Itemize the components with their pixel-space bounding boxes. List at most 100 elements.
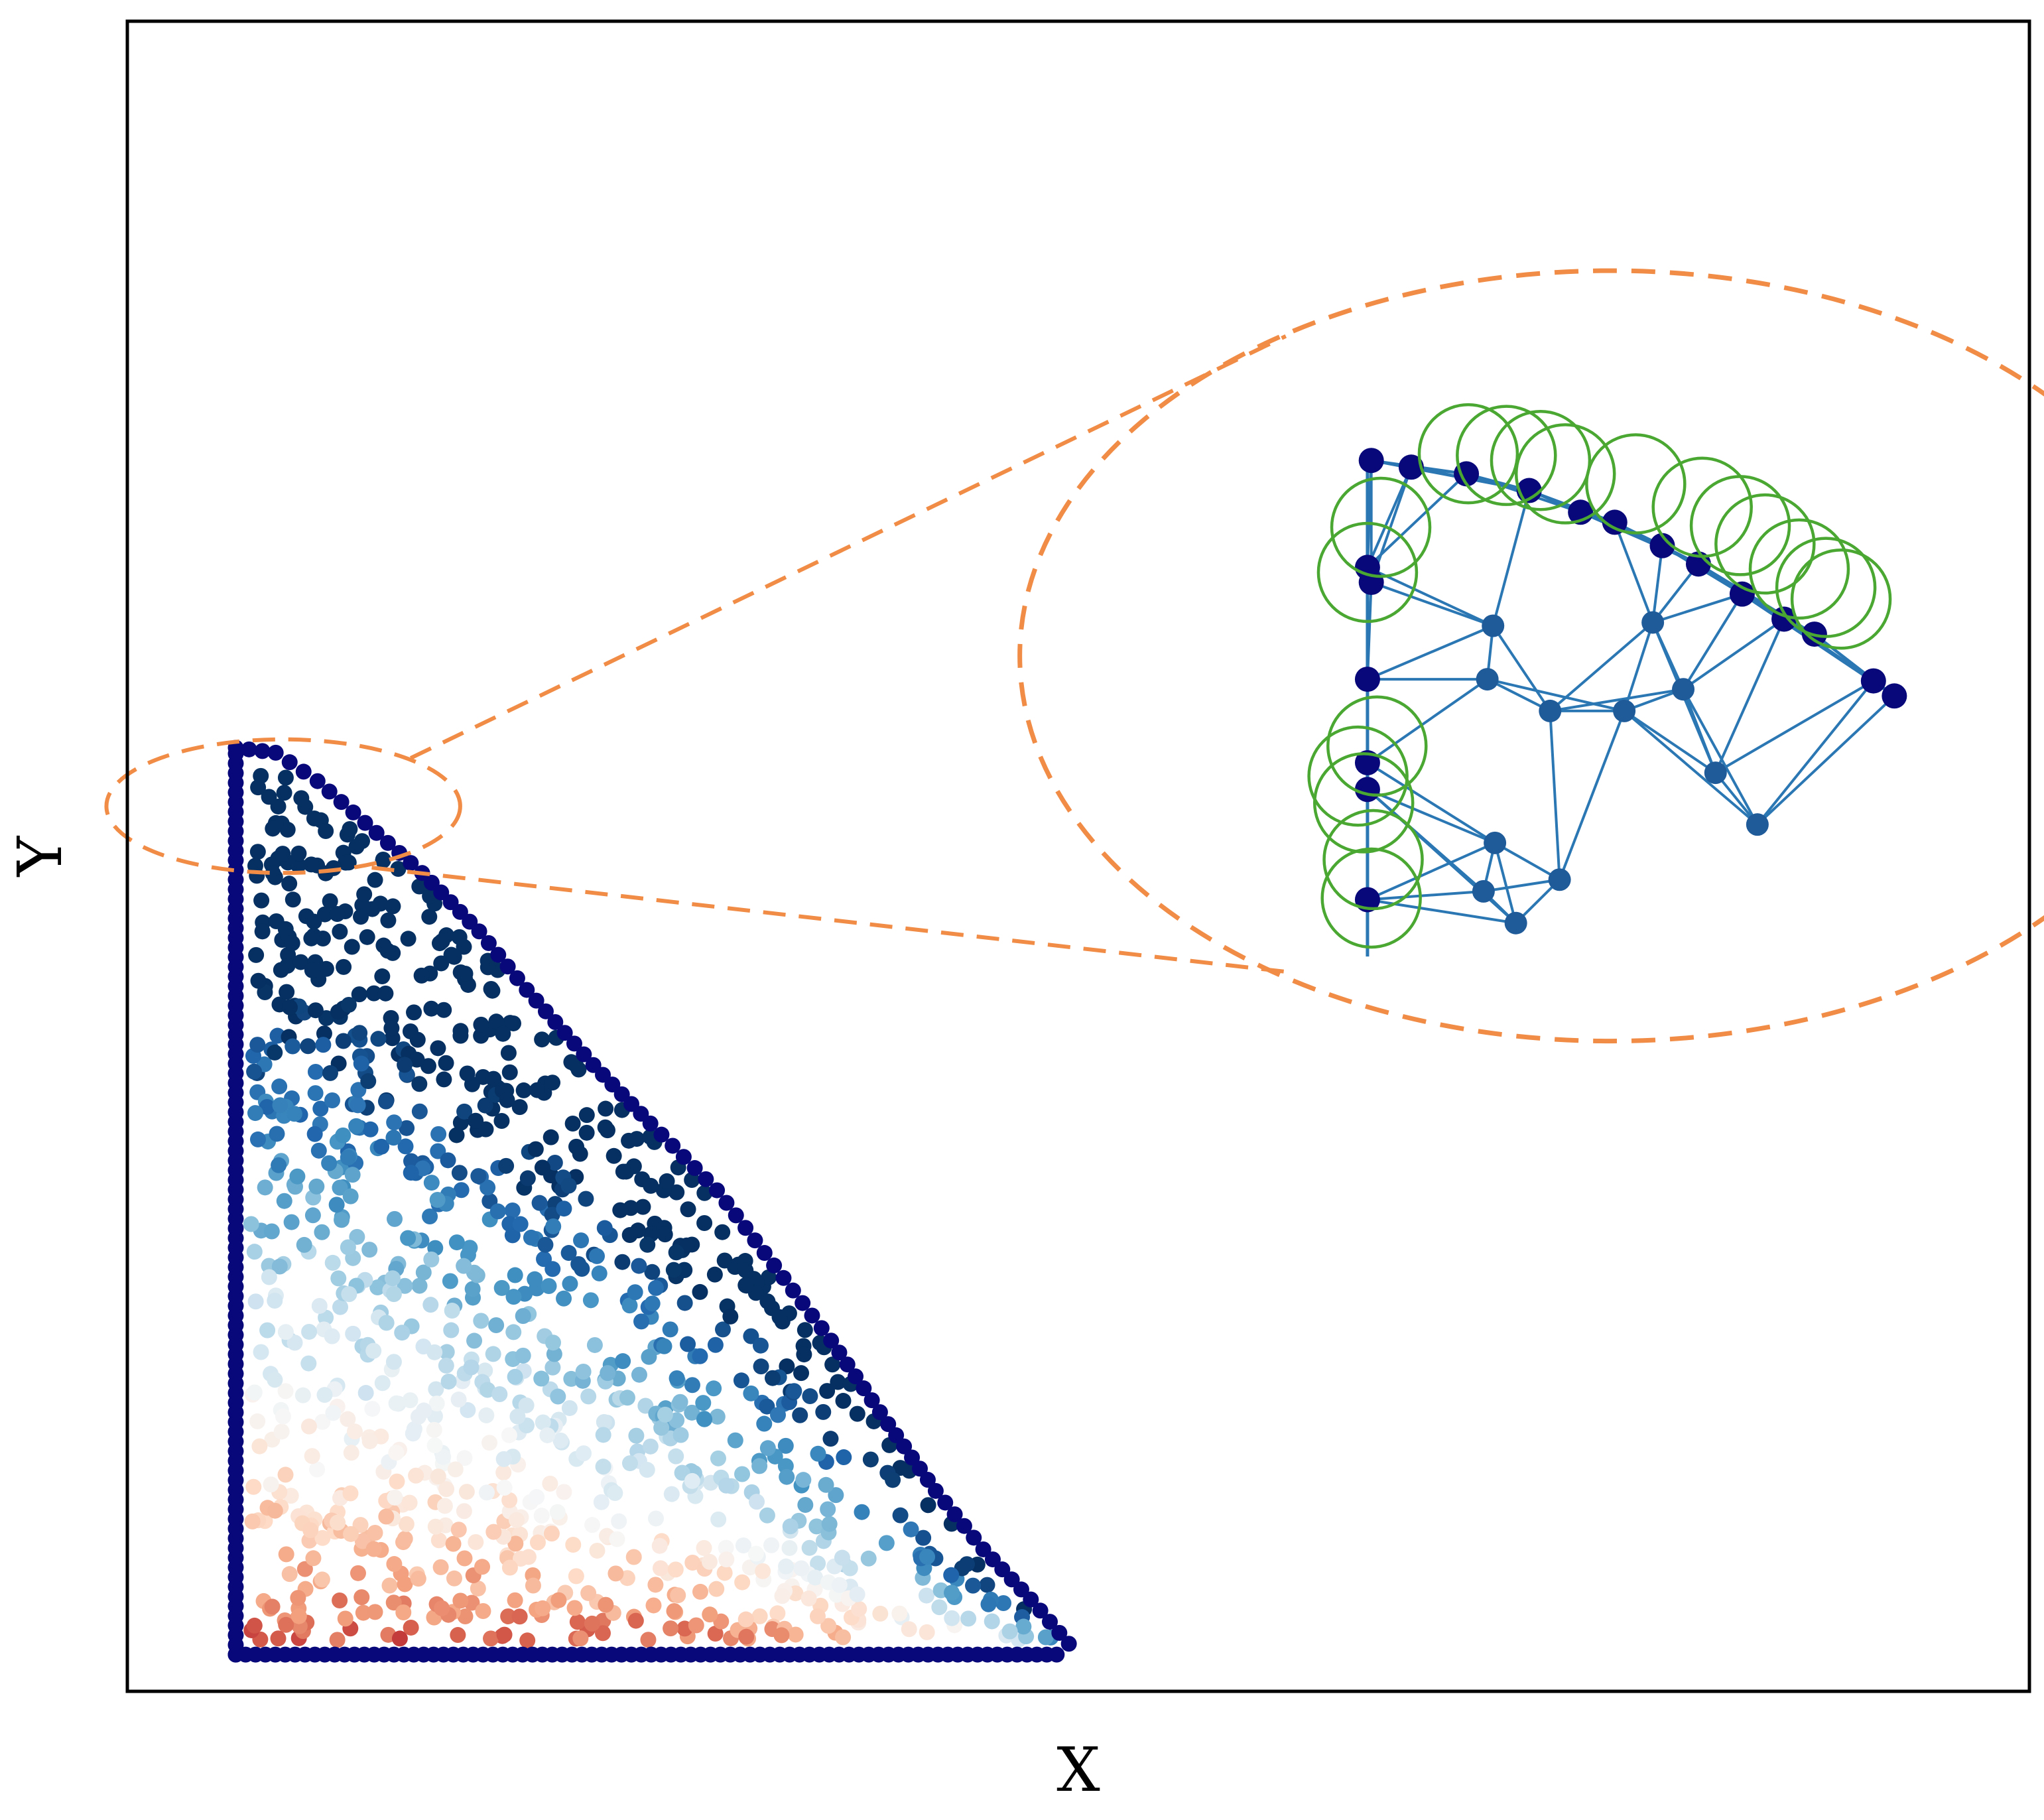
interior-point (642, 1438, 659, 1455)
interior-point (614, 1254, 631, 1270)
mesh-node (1882, 683, 1907, 709)
interior-point (621, 1297, 638, 1314)
mesh-node (1354, 777, 1380, 803)
interior-point (534, 1159, 550, 1176)
mesh-edge (1682, 618, 1785, 690)
interior-point (504, 1202, 521, 1218)
interior-point (919, 1549, 936, 1565)
boundary-point (595, 1067, 611, 1083)
interior-point (348, 1118, 365, 1134)
interior-point (386, 1114, 403, 1131)
zoom-region-outline (104, 737, 462, 876)
interior-points (243, 767, 1059, 1649)
interior-point (659, 1173, 675, 1189)
interior-point (267, 1502, 283, 1519)
interior-point (518, 1397, 535, 1413)
interior-point (373, 1138, 390, 1155)
interior-point (423, 1251, 440, 1268)
interior-point (267, 1372, 283, 1388)
interior-point (281, 876, 298, 892)
interior-point (249, 844, 266, 860)
interior-point (367, 1525, 383, 1541)
interior-point (738, 1628, 755, 1645)
interior-point (246, 1063, 263, 1080)
interior-point (397, 1057, 413, 1073)
interior-point (815, 1403, 832, 1420)
mesh-edge (1492, 490, 1531, 627)
interior-point (529, 1082, 546, 1098)
interior-point (718, 1551, 735, 1568)
interior-point (944, 1585, 960, 1601)
interior-point (709, 1408, 726, 1425)
boundary-point (480, 935, 497, 951)
boundary-point (462, 913, 478, 930)
boundary-point (946, 1506, 963, 1523)
interior-point (314, 1529, 331, 1546)
interior-point (696, 1411, 713, 1427)
interior-point (589, 1248, 606, 1264)
interior-point (596, 1414, 612, 1431)
mesh-edge (1367, 788, 1496, 844)
interior-point (639, 1236, 656, 1253)
interior-point (960, 1610, 977, 1627)
boundary-point (912, 1461, 928, 1477)
interior-point (667, 1561, 684, 1578)
interior-point (253, 892, 270, 909)
interior-point (448, 1234, 465, 1251)
interior-point (264, 1598, 281, 1615)
interior-point (488, 1317, 505, 1333)
interior-point (311, 1297, 328, 1314)
boundary-point (267, 744, 284, 761)
interior-point (329, 906, 346, 923)
interior-point (810, 1555, 826, 1572)
interior-point (753, 1358, 769, 1375)
interior-point (345, 1325, 361, 1342)
interior-point (562, 1275, 578, 1292)
interior-point (416, 1402, 432, 1419)
interior-point (796, 1346, 812, 1363)
interior-point (727, 1432, 743, 1449)
interior-point (550, 1388, 566, 1405)
interior-point (835, 1629, 852, 1646)
interior-point (254, 923, 271, 940)
interior-point (468, 1112, 484, 1129)
interior-point (734, 1466, 751, 1482)
interior-point (318, 823, 334, 840)
interior-point (426, 1344, 443, 1360)
interior-point (479, 1382, 496, 1398)
interior-point (442, 1273, 458, 1289)
interior-point (479, 959, 496, 976)
interior-point (854, 1504, 870, 1520)
interior-point (493, 1279, 510, 1296)
interior-point (495, 1464, 512, 1481)
mesh-node (1860, 668, 1886, 694)
interior-point (488, 1013, 505, 1030)
interior-point (306, 811, 322, 827)
interior-point (435, 1449, 452, 1465)
interior-point (250, 779, 267, 796)
interior-point (436, 1071, 452, 1088)
boundary-point (823, 1332, 840, 1349)
interior-point (332, 1179, 348, 1196)
boundary-point (547, 1014, 564, 1031)
mesh-node (1354, 667, 1380, 692)
interior-point (737, 1277, 754, 1293)
mesh-node (1548, 868, 1571, 891)
interior-point (556, 1201, 572, 1217)
interior-point (862, 1451, 879, 1468)
interior-point (644, 1295, 661, 1312)
interior-point (300, 1038, 316, 1055)
interior-point (367, 1604, 383, 1620)
interior-point (809, 1608, 826, 1624)
interior-point (440, 1152, 456, 1169)
interior-point (851, 1600, 867, 1617)
interior-point (397, 1277, 413, 1294)
interior-point (330, 1514, 346, 1531)
interior-point (824, 1356, 841, 1373)
interior-point (340, 1239, 356, 1256)
interior-point (680, 1336, 696, 1352)
interior-point (920, 1497, 936, 1514)
mesh-node (1746, 813, 1769, 836)
boundary-point (1003, 1571, 1020, 1588)
interior-point (478, 1407, 495, 1423)
